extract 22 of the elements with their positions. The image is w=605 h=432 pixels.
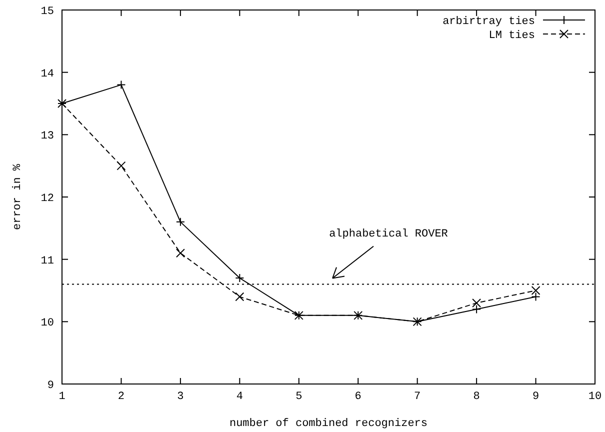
y-tick-label: 13 [40, 130, 54, 143]
x-tick-label: 5 [296, 391, 302, 403]
y-tick-label: 14 [40, 68, 54, 80]
y-axis-title: error in % [12, 164, 24, 230]
x-tick-label: 7 [414, 391, 421, 403]
y-tick-label: 15 [40, 6, 54, 18]
ref-line-label: alphabetical ROVER [329, 228, 448, 240]
y-tick-label: 10 [40, 318, 54, 330]
y-tick-label: 12 [40, 193, 54, 205]
y-tick-label: 9 [47, 380, 54, 392]
x-tick-label: 2 [118, 391, 125, 403]
x-tick-label: 10 [588, 391, 602, 403]
x-tick-label: 9 [532, 391, 540, 403]
x-tick-label: 1 [58, 391, 66, 403]
x-tick-label: 8 [473, 391, 480, 403]
legend-label: arbirtray ties [442, 16, 535, 28]
legend-label: LM ties [488, 30, 535, 42]
x-tick-label: 6 [354, 391, 362, 403]
x-tick-label: 3 [177, 391, 184, 403]
x-axis-title: number of combined recognizers [229, 418, 428, 430]
y-tick-label: 11 [40, 255, 54, 268]
x-tick-label: 4 [236, 391, 244, 403]
